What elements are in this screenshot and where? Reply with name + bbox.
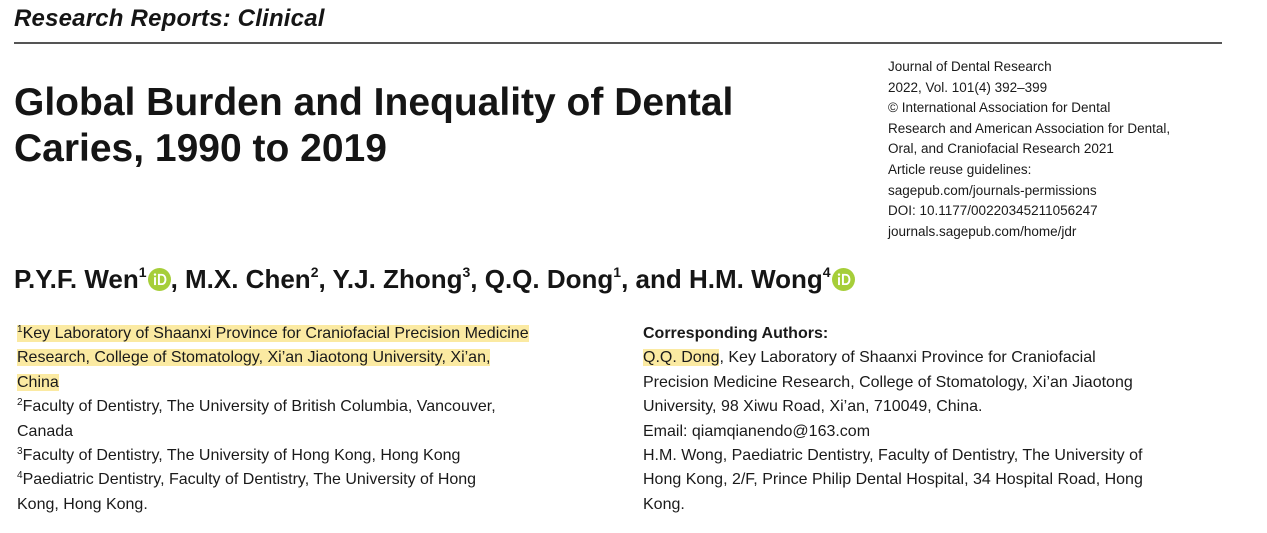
corresponding-authors-block: Corresponding Authors: Q.Q. Dong, Key La… — [643, 322, 1253, 517]
journal-name: Journal of Dental Research — [888, 59, 1052, 74]
corresponding-email[interactable]: Email: qiamqianendo@163.com — [643, 422, 871, 440]
affiliation-text: Paediatric Dentistry, Faculty of Dentist… — [22, 471, 477, 489]
corresponding-author-1-line-1: Q.Q. Dong, Key Laboratory of Shaanxi Pro… — [643, 346, 1253, 370]
affiliation-2-line-2: Canada — [17, 422, 74, 440]
author-separator: , and — [621, 264, 689, 294]
highlight: 1Key Laboratory of Shaanxi Province for … — [17, 325, 529, 342]
author-separator: , — [318, 264, 333, 294]
author-affiliation-sup: 3 — [462, 264, 471, 280]
journal-home-link[interactable]: journals.sagepub.com/home/jdr — [888, 223, 1077, 239]
affiliations-block: 1Key Laboratory of Shaanxi Province for … — [17, 322, 617, 517]
orcid-icon[interactable] — [147, 268, 171, 291]
article-title: Global Burden and Inequality of Dental C… — [14, 80, 844, 172]
author-name: Q.Q. Dong — [484, 264, 614, 294]
author-name: H.M. Wong — [688, 264, 823, 294]
affiliation-sup: 1 — [17, 324, 23, 335]
highlight: Q.Q. Dong — [643, 349, 720, 367]
author-list: P.Y.F. Wen1, M.X. Chen2, Y.J. Zhong3, Q.… — [14, 261, 855, 297]
copyright-line-1: © International Association for Dental — [888, 100, 1111, 116]
affiliation-4-line-1: 4Paediatric Dentistry, Faculty of Dentis… — [17, 468, 617, 492]
highlight: Research, College of Stomatology, Xi’an … — [17, 349, 491, 367]
author-separator: , — [170, 264, 186, 294]
copyright-line-2: Research and American Association for De… — [888, 120, 1171, 136]
copyright-line-3: Oral, and Craniofacial Research 2021 — [888, 141, 1114, 157]
header-rule — [14, 42, 1222, 44]
affiliation-sup: 4 — [17, 470, 23, 482]
highlight: China — [17, 373, 59, 391]
author-affiliation-sup: 2 — [310, 264, 319, 280]
author-affiliation-sup: 1 — [613, 264, 622, 280]
affiliation-sup: 3 — [17, 446, 23, 458]
article-title-line-2: Caries, 1990 to 2019 — [14, 127, 387, 170]
author-name: P.Y.F. Wen — [14, 264, 139, 294]
affiliation-3-line-1: 3Faculty of Dentistry, The University of… — [17, 444, 617, 468]
affiliation-4-line-2: Kong, Hong Kong. — [17, 495, 148, 513]
corresponding-author-2-line-2: Hong Kong, 2/F, Prince Philip Dental Hos… — [643, 471, 1143, 489]
corresponding-author-1-line-3: University, 98 Xiwu Road, Xi’an, 710049,… — [643, 398, 983, 416]
permissions-link[interactable]: sagepub.com/journals-permissions — [888, 182, 1097, 198]
corresponding-text: , Key Laboratory of Shaanxi Province for… — [719, 349, 1096, 367]
author-separator: , — [470, 264, 485, 294]
author-affiliation-sup: 1 — [138, 264, 147, 280]
corresponding-author-1-line-2: Precision Medicine Research, College of … — [643, 373, 1133, 391]
author-affiliation-sup: 4 — [822, 264, 831, 280]
journal-info-block: Journal of Dental Research 2022, Vol. 10… — [888, 57, 1258, 242]
article-title-line-1: Global Burden and Inequality of Dental — [14, 81, 734, 124]
affiliation-sup: 2 — [17, 397, 23, 409]
corresponding-author-2-line-1: H.M. Wong, Paediatric Dentistry, Faculty… — [643, 447, 1143, 465]
affiliation-text: Faculty of Dentistry, The University of … — [22, 398, 496, 416]
affiliation-1-line-3: China — [17, 371, 617, 395]
affiliation-text: Key Laboratory of Shaanxi Province for C… — [22, 325, 529, 342]
author-name: M.X. Chen — [185, 264, 311, 294]
corresponding-author-2-line-3: Kong. — [643, 495, 685, 513]
affiliation-1-line-1: 1Key Laboratory of Shaanxi Province for … — [17, 322, 617, 346]
affiliation-2-line-1: 2Faculty of Dentistry, The University of… — [17, 395, 617, 419]
doi[interactable]: DOI: 10.1177/00220345211056247 — [888, 203, 1098, 219]
author-name: Y.J. Zhong — [332, 264, 463, 294]
affiliation-1-line-2: Research, College of Stomatology, Xi’an … — [17, 346, 617, 370]
journal-volume: 2022, Vol. 101(4) 392–399 — [888, 79, 1048, 95]
orcid-icon[interactable] — [831, 268, 855, 291]
section-label: Research Reports: Clinical — [14, 5, 325, 32]
reuse-guidelines-label: Article reuse guidelines: — [888, 161, 1032, 177]
affiliation-text: Faculty of Dentistry, The University of … — [22, 447, 461, 465]
corresponding-heading: Corresponding Authors: — [643, 325, 829, 342]
